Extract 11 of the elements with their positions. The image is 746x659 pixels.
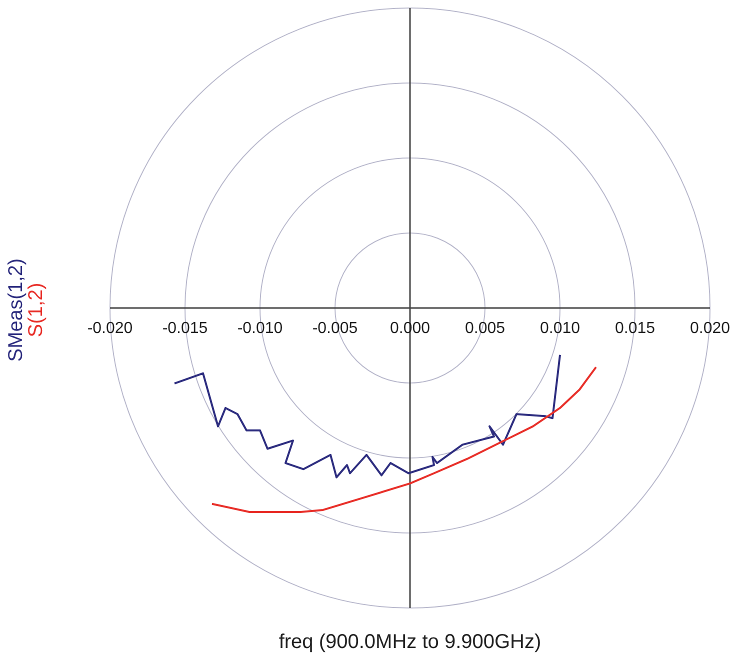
text: freq (900.0MHz to 9.900GHz): [278, 631, 542, 653]
x-tick-label: -0.015: [162, 320, 208, 337]
x-tick-label: 0.005: [464, 320, 506, 337]
x-tick-label: -0.020: [87, 320, 133, 337]
x-tick-label: 0.010: [540, 320, 580, 337]
x-tick-label: 0.015: [614, 320, 656, 337]
text: SMeas(1,2): [5, 258, 27, 362]
x-tick-label: 0.020: [690, 320, 730, 337]
text: S(1,2): [25, 282, 47, 338]
x-tick-label: -0.005: [312, 320, 358, 337]
x-tick-label: -0.010: [237, 320, 283, 337]
